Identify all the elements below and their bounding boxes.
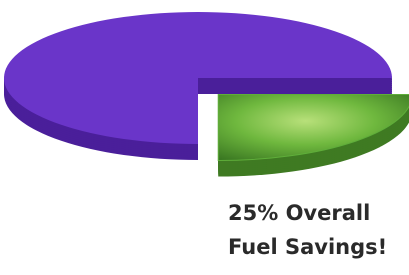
chart: 25% Overall Fuel Savings! xyxy=(0,0,409,275)
annotation-line: 25% Overall xyxy=(228,201,370,225)
pie xyxy=(4,12,409,177)
slice xyxy=(218,95,409,161)
annotation-line: Fuel Savings! xyxy=(228,235,387,259)
